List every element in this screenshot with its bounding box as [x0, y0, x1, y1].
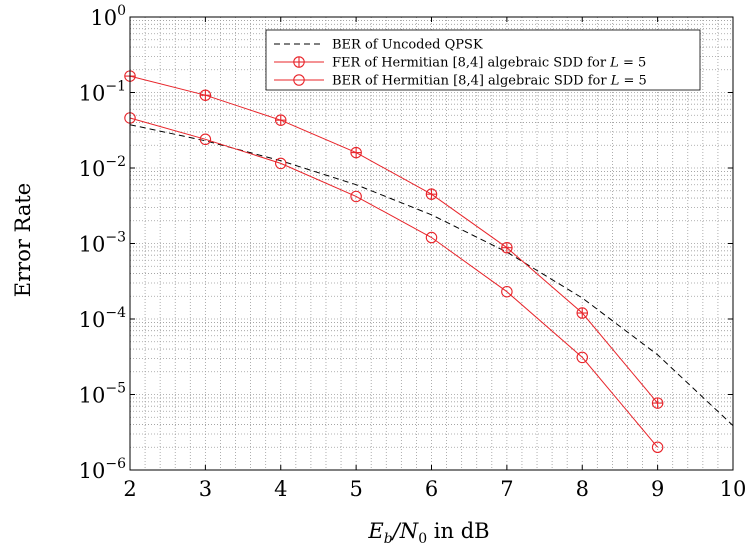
series-layer — [124, 70, 734, 454]
marker-circle — [350, 190, 362, 203]
x-tick-label: 6 — [425, 477, 438, 501]
x-axis-label-part: E — [367, 519, 383, 543]
data-point — [501, 241, 513, 254]
y-tick-exponent: −6 — [105, 456, 126, 472]
legend: BER of Uncoded QPSK FER of Hermitian [8,4… — [265, 29, 701, 91]
legend-label-part: BER of Hermitian [8,4] algebraic SDD for — [332, 74, 611, 89]
axis-ticks — [129, 16, 734, 471]
data-point — [350, 146, 362, 159]
data-point — [576, 307, 588, 319]
y-tick-exponent: −3 — [105, 230, 126, 246]
data-point — [576, 351, 588, 364]
y-tick-exponent: −5 — [105, 381, 126, 397]
legend-entry-0: BER of Uncoded QPSK — [274, 38, 483, 53]
legend-label: BER of Hermitian [8,4] algebraic SDD for… — [332, 74, 647, 89]
series-2 — [124, 112, 664, 454]
y-tick-exponent: 0 — [117, 3, 126, 19]
y-tick-base: 10 — [79, 233, 106, 257]
x-tick-label: 5 — [349, 477, 362, 501]
y-axis-label: Error Rate — [11, 183, 35, 297]
y-tick-base: 10 — [79, 82, 106, 106]
y-tick-label: 10−4 — [79, 305, 126, 332]
data-point — [274, 114, 287, 126]
data-point — [199, 89, 212, 101]
marker-circle — [501, 285, 513, 298]
legend-entries: BER of Uncoded QPSK FER of Hermitian [8,4… — [274, 38, 647, 89]
series-line — [129, 117, 658, 448]
y-tick-label: 10−2 — [79, 154, 126, 181]
grid — [130, 17, 733, 470]
series-1 — [124, 70, 664, 409]
x-tick-label: 10 — [720, 477, 747, 501]
legend-label-part: L — [610, 74, 620, 89]
legend-label-part: = 5 — [619, 56, 646, 71]
series-line — [129, 75, 658, 404]
y-tick-base: 10 — [90, 6, 117, 30]
y-tick-label: 10−6 — [79, 456, 126, 483]
legend-label-part: FER of Hermitian [8,4] algebraic SDD for — [332, 56, 610, 71]
marker-circle — [293, 74, 305, 86]
x-axis-label-part: /N — [391, 519, 419, 543]
marker-circle — [425, 231, 438, 244]
y-tick-base: 10 — [79, 384, 106, 408]
legend-box — [265, 29, 701, 91]
x-tick-label: 9 — [651, 477, 664, 501]
data-point — [425, 188, 438, 200]
y-tick-base: 10 — [79, 308, 106, 332]
marker-circle — [274, 157, 287, 170]
y-tick-base: 10 — [79, 157, 106, 181]
legend-entry-1: FER of Hermitian [8,4] algebraic SDD for… — [274, 56, 646, 71]
y-tick-exponent: −4 — [105, 305, 126, 321]
data-point — [199, 133, 212, 146]
x-tick-label: 8 — [576, 477, 589, 501]
legend-marker — [293, 56, 305, 68]
data-point — [651, 441, 664, 454]
x-axis-label-part: b — [384, 531, 393, 547]
data-point — [425, 231, 438, 244]
x-tick-label: 2 — [123, 477, 136, 501]
y-tick-label: 10−3 — [79, 230, 126, 257]
y-tick-exponent: −2 — [105, 154, 126, 170]
data-point — [274, 157, 287, 170]
data-point — [350, 190, 362, 203]
legend-marker — [293, 74, 305, 86]
x-tick-label: 4 — [274, 477, 287, 501]
marker-circle — [199, 133, 212, 146]
x-axis-label-part: 0 — [418, 531, 427, 547]
x-tick-label: 3 — [199, 477, 212, 501]
marker-circle — [651, 441, 664, 454]
legend-label: BER of Uncoded QPSK — [332, 38, 483, 53]
x-tick-label: 7 — [500, 477, 513, 501]
data-point — [501, 285, 513, 298]
y-tick-label: 10−5 — [79, 381, 126, 408]
y-tick-label: 10−1 — [79, 79, 126, 106]
marker-circle — [576, 351, 588, 364]
legend-label-part: = 5 — [619, 74, 646, 89]
legend-entry-2: BER of Hermitian [8,4] algebraic SDD for… — [274, 74, 647, 89]
x-axis-label-part: in dB — [427, 519, 489, 543]
legend-label-part: L — [609, 56, 619, 71]
y-tick-label: 100 — [90, 3, 126, 30]
legend-label: FER of Hermitian [8,4] algebraic SDD for… — [332, 56, 646, 71]
y-tick-base: 10 — [79, 459, 106, 483]
y-tick-exponent: −1 — [105, 79, 126, 95]
data-point — [651, 397, 664, 409]
x-axis-label: Eb/N0 in dB — [367, 519, 489, 547]
